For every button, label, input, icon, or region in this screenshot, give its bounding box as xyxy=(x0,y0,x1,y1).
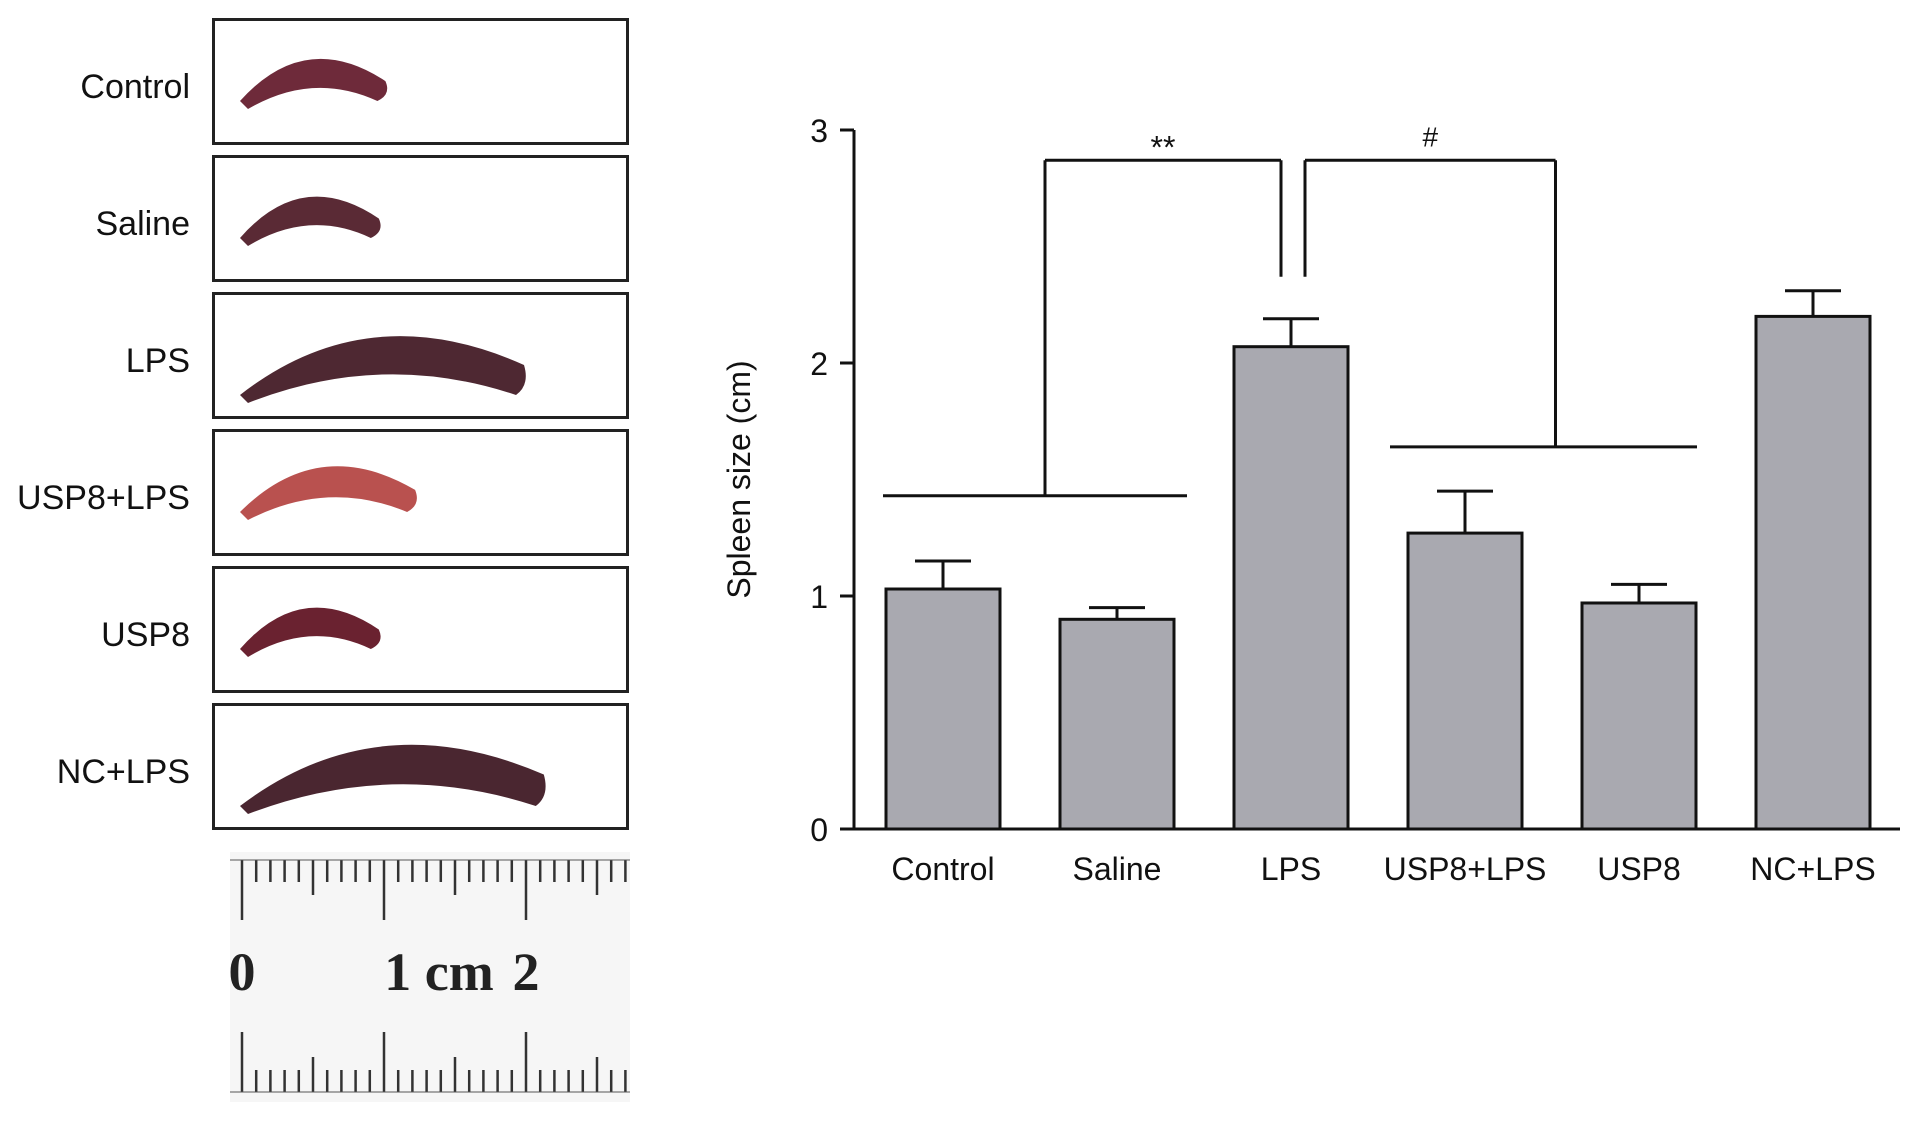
spleen-photo xyxy=(212,155,629,282)
spleen-size-bar-chart: 0 1 2 3 Spleen size (cm) Control Saline LPS USP8… xyxy=(700,0,1913,1127)
spleen-shape xyxy=(240,607,381,657)
spleen-photo xyxy=(212,566,629,693)
photo-row-label: Saline xyxy=(95,205,190,243)
spleen-photo xyxy=(212,292,629,419)
x-tick-label: Control xyxy=(891,851,994,887)
photo-row-label: NC+LPS xyxy=(56,753,190,791)
spleen-shape xyxy=(240,336,526,403)
bar xyxy=(1580,601,1698,831)
y-tick-label: 0 xyxy=(810,812,828,848)
ruler-svg: 0 1 cm 2 xyxy=(229,859,630,1093)
x-tick-label: Saline xyxy=(1073,851,1162,887)
spleen-shape xyxy=(240,744,546,814)
photo-row-label: LPS xyxy=(125,342,190,380)
significance-label: ** xyxy=(1151,129,1176,165)
x-tick-label: LPS xyxy=(1261,851,1321,887)
bar xyxy=(884,587,1002,831)
spleen-photo xyxy=(212,429,629,556)
bar xyxy=(1406,531,1524,831)
y-tick-label: 2 xyxy=(810,346,828,382)
spleen-shape xyxy=(240,58,388,109)
ruler-label: 1 cm xyxy=(384,942,493,1002)
spleen-photo xyxy=(212,18,629,145)
x-tick-label: NC+LPS xyxy=(1750,851,1875,887)
spleen-photo xyxy=(212,703,629,830)
spleen-photo-panel: Control Saline LPS USP8+LPS USP8 NC+LPS xyxy=(0,0,640,1127)
ruler-image: 0 1 cm 2 xyxy=(229,852,630,1102)
photo-row-label: Control xyxy=(80,68,190,106)
photo-row-label: USP8 xyxy=(101,616,190,654)
spleen-shape xyxy=(240,466,417,520)
chart-svg: 0 1 2 3 Spleen size (cm) Control Saline LPS USP8… xyxy=(721,113,1900,887)
y-tick-label: 3 xyxy=(810,113,828,149)
significance-label: # xyxy=(1422,121,1438,152)
spleen-shape xyxy=(240,196,381,246)
ruler-label: 0 xyxy=(230,942,256,1002)
bar xyxy=(1232,345,1350,831)
ruler-label: 2 xyxy=(513,942,540,1002)
y-tick-label: 1 xyxy=(810,579,828,615)
bar xyxy=(1058,617,1176,831)
x-tick-label: USP8 xyxy=(1597,851,1681,887)
y-axis-label: Spleen size (cm) xyxy=(721,360,757,598)
significance-bracket xyxy=(1303,158,1697,449)
x-tick-label: USP8+LPS xyxy=(1384,851,1547,887)
significance-bracket xyxy=(883,158,1283,498)
photo-row-label: USP8+LPS xyxy=(17,479,190,517)
bar xyxy=(1754,314,1872,831)
